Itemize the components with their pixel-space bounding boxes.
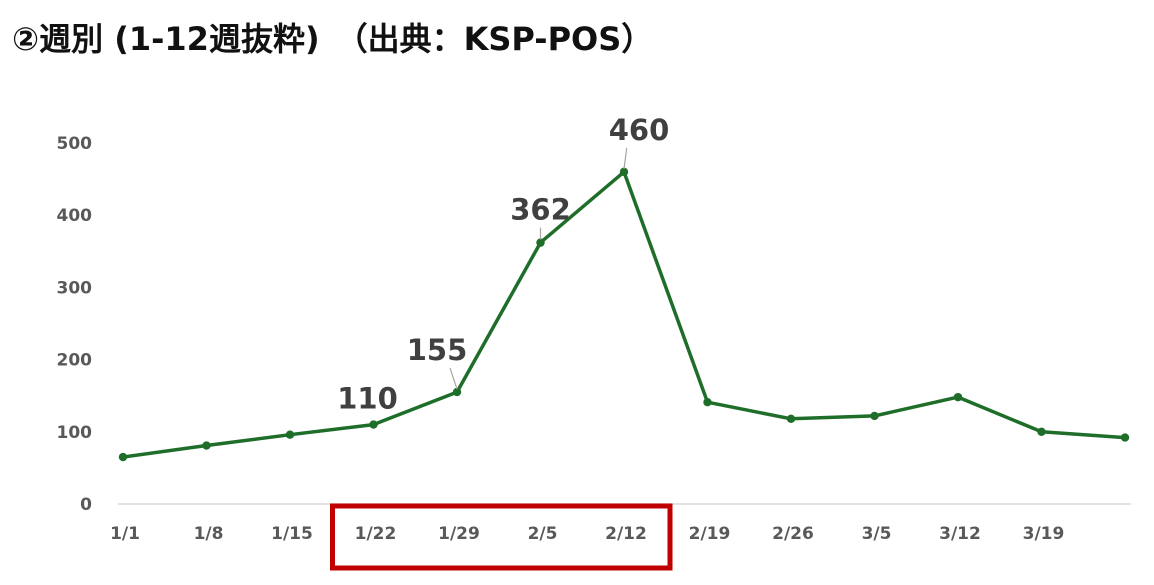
y-tick-label: 400 xyxy=(57,206,93,226)
highlight-box xyxy=(330,503,673,571)
y-tick-label: 200 xyxy=(57,351,93,371)
leader-line xyxy=(623,147,628,169)
x-tick-label: 1/29 xyxy=(438,524,480,544)
data-point xyxy=(536,238,545,247)
x-tick-label: 2/12 xyxy=(605,524,647,544)
data-label: 155 xyxy=(407,333,468,367)
data-point xyxy=(786,414,796,424)
data-point xyxy=(953,392,963,402)
data-point xyxy=(369,420,378,429)
y-tick-label: 100 xyxy=(57,423,93,443)
x-tick-label: 2/26 xyxy=(772,524,814,544)
data-point xyxy=(1120,433,1130,442)
x-tick-label: 1/1 xyxy=(110,524,140,544)
x-tick-label: 1/22 xyxy=(355,524,397,544)
x-tick-label: 3/12 xyxy=(939,524,981,544)
chart-title: ②週別 (1-12週抜粋) （出典：KSP-POS） xyxy=(12,20,654,58)
data-label: 460 xyxy=(609,113,670,147)
y-tick-label: 0 xyxy=(80,495,92,515)
data-point xyxy=(1037,427,1046,436)
data-label: 362 xyxy=(510,193,571,227)
data-point xyxy=(202,441,211,450)
data-point xyxy=(285,430,295,439)
data-point xyxy=(703,397,712,407)
data-label: 110 xyxy=(337,382,398,416)
x-tick-label: 3/19 xyxy=(1023,524,1065,544)
x-tick-label: 2/19 xyxy=(689,524,731,544)
leader-line xyxy=(449,367,458,390)
data-point xyxy=(619,167,629,177)
y-tick-label: 300 xyxy=(57,278,93,298)
x-tick-label: 1/15 xyxy=(271,524,313,544)
x-tick-label: 2/5 xyxy=(528,524,558,544)
series-line xyxy=(121,170,1127,459)
data-point xyxy=(118,452,128,462)
y-tick-label: 500 xyxy=(57,134,93,154)
data-point xyxy=(870,411,879,421)
x-tick-label: 1/8 xyxy=(194,524,224,544)
x-tick-label: 3/5 xyxy=(862,524,892,544)
data-point xyxy=(452,387,462,397)
